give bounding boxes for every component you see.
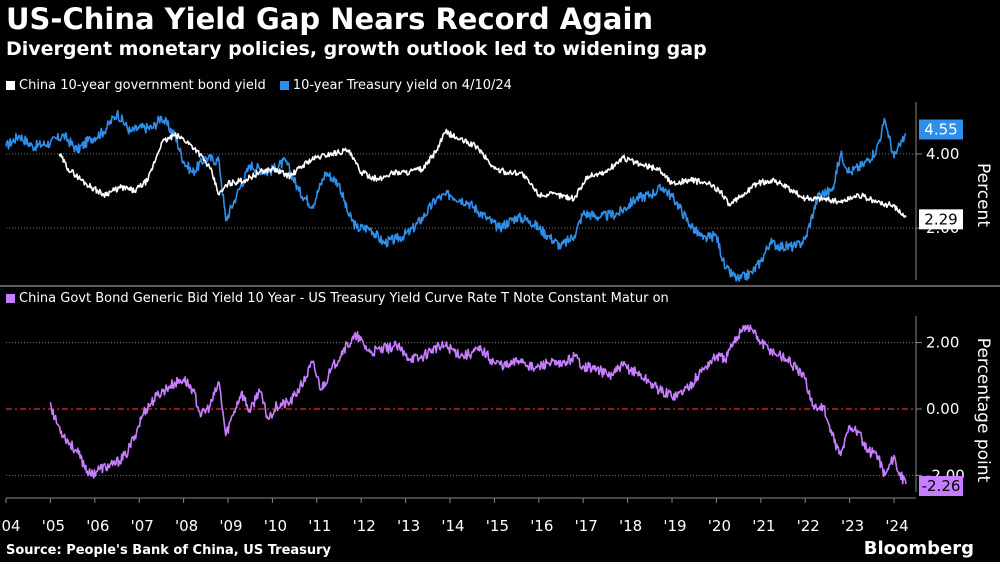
- bloomberg-logo: Bloomberg: [863, 538, 974, 559]
- x-tick-label: '18: [619, 517, 642, 535]
- legend-swatch-china: [6, 81, 15, 90]
- legend-item-china: China 10-year government bond yield: [6, 78, 266, 93]
- top-legend: China 10-year government bond yield 10-y…: [6, 78, 526, 93]
- x-tick-label: '05: [42, 517, 65, 535]
- legend-label-china: China 10-year government bond yield: [19, 78, 266, 93]
- top-y-tick-label: 4.00: [926, 145, 959, 163]
- x-tick-label: '21: [752, 517, 775, 535]
- x-tick-label: '22: [797, 517, 820, 535]
- x-tick-label: '15: [486, 517, 509, 535]
- x-tick-label: '04: [0, 517, 21, 535]
- us-end-value-label-box: [919, 119, 963, 140]
- china-end-value-label: 2.29: [924, 210, 957, 228]
- bottom-y-axis-title: Percentage point: [973, 338, 993, 483]
- x-tick-label: '19: [663, 517, 686, 535]
- x-tick-label: '07: [131, 517, 154, 535]
- china-end-value-label-box: [919, 209, 963, 230]
- x-tick-label: '24: [885, 517, 908, 535]
- x-tick-label: '09: [219, 517, 242, 535]
- x-tick-label: '12: [353, 517, 376, 535]
- legend-swatch-us: [279, 81, 289, 90]
- gap-end-value-label: -2.26: [922, 477, 961, 495]
- legend-item-gap: China Govt Bond Generic Bid Yield 10 Yea…: [6, 291, 669, 306]
- x-tick-label: '06: [86, 517, 109, 535]
- legend-label-gap: China Govt Bond Generic Bid Yield 10 Yea…: [19, 291, 669, 306]
- x-tick-label: '20: [708, 517, 731, 535]
- us-end-value-label: 4.55: [924, 121, 957, 139]
- x-tick-label: '23: [841, 517, 864, 535]
- gap-end-value-label-box: [919, 476, 963, 497]
- x-tick-label: '13: [397, 517, 420, 535]
- source-note: Source: People's Bank of China, US Treas…: [6, 543, 332, 558]
- x-tick-label: '10: [264, 517, 287, 535]
- chart-subtitle: Divergent monetary policies, growth outl…: [6, 38, 707, 60]
- x-tick-label: '16: [530, 517, 553, 535]
- top-y-axis-title: Percent: [973, 163, 993, 227]
- x-tick-label: '08: [175, 517, 198, 535]
- legend-swatch-gap: [6, 294, 15, 303]
- chart-title: US-China Yield Gap Nears Record Again: [6, 2, 654, 36]
- x-tick-label: '11: [308, 517, 331, 535]
- x-tick-label: '14: [441, 517, 464, 535]
- x-tick-label: '17: [575, 517, 598, 535]
- legend-item-us: 10-year Treasury yield on 4/10/24: [279, 78, 512, 93]
- bottom-legend: China Govt Bond Generic Bid Yield 10 Yea…: [6, 291, 683, 306]
- legend-label-us: 10-year Treasury yield on 4/10/24: [292, 78, 512, 93]
- us-treasury-yield-line: [5, 110, 907, 282]
- yield-gap-line: [49, 324, 907, 485]
- china-bond-yield-line: [58, 128, 907, 218]
- bottom-y-tick-label: 2.00: [926, 334, 959, 352]
- bottom-y-tick-label: 0.00: [926, 400, 959, 418]
